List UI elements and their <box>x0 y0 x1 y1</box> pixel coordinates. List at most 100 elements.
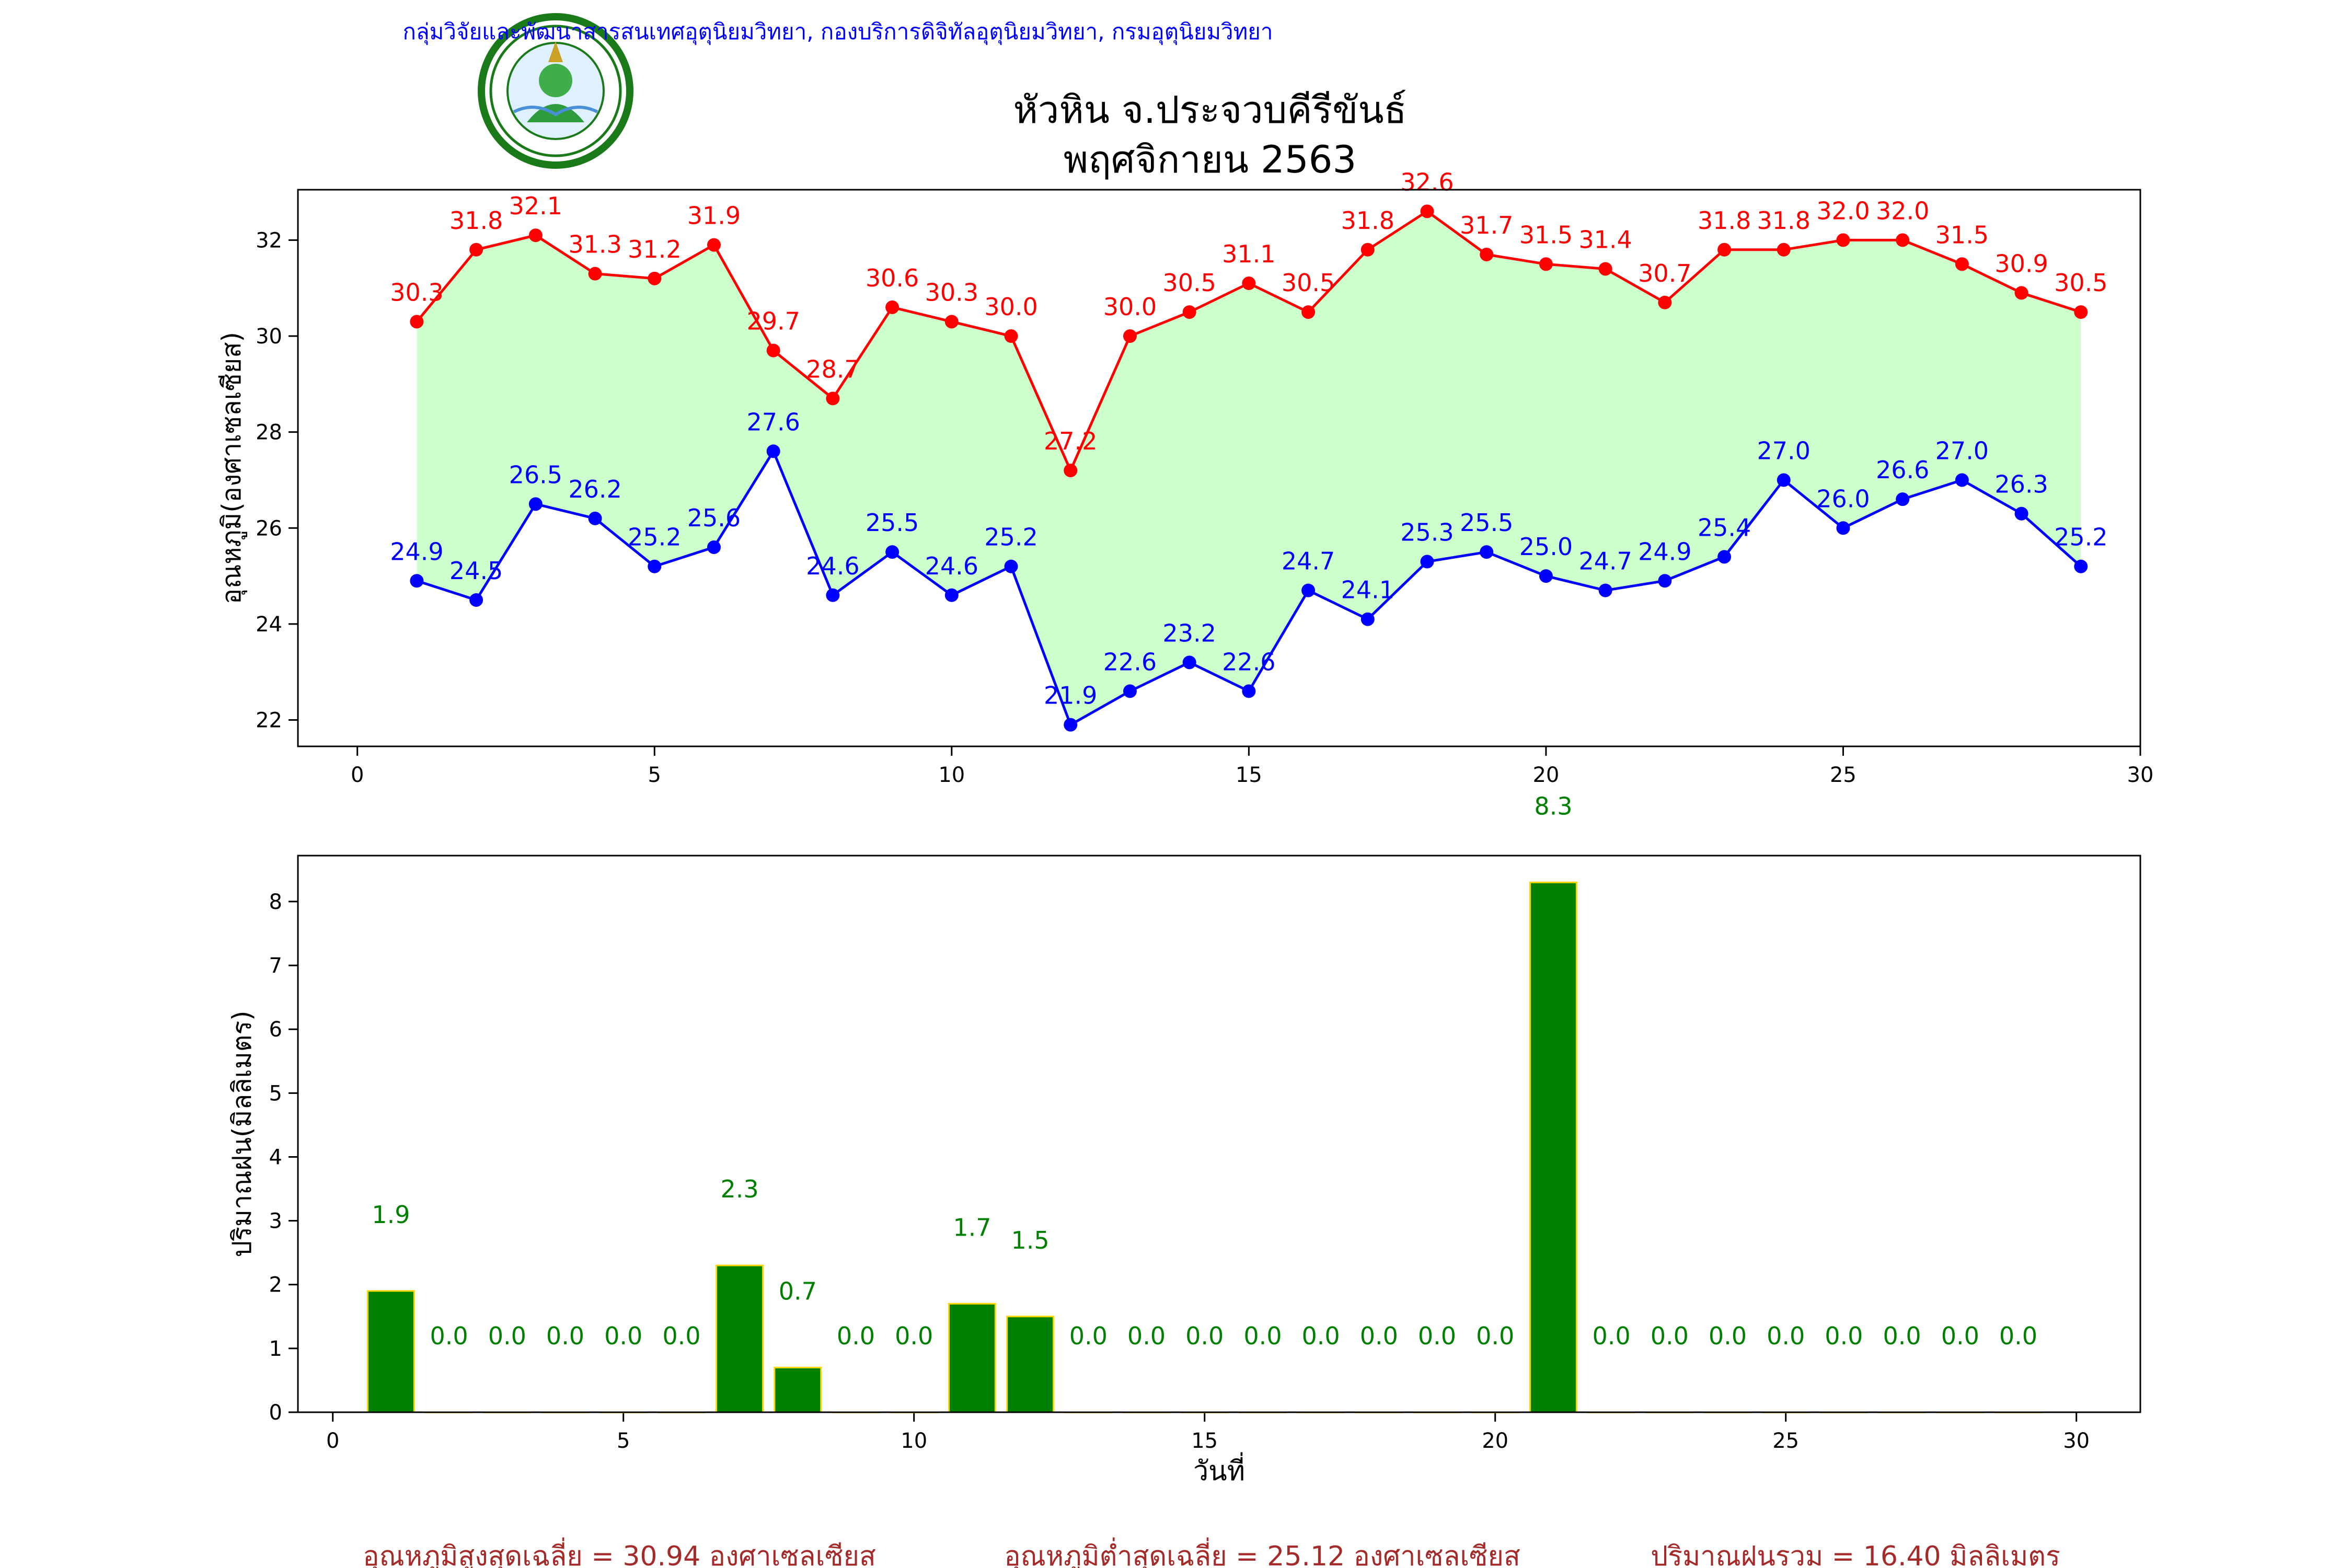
min-temperature-point <box>1539 569 1553 583</box>
min-temperature-point <box>2074 559 2088 573</box>
temperature-x-tick-label: 5 <box>648 763 661 787</box>
min-temperature-point <box>1064 718 1078 732</box>
max-temperature-label: 32.0 <box>1876 197 1929 225</box>
min-temperature-point <box>528 497 543 511</box>
min-temperature-label: 26.0 <box>1816 485 1870 513</box>
max-temperature-label: 31.3 <box>568 230 621 259</box>
min-temperature-label: 25.4 <box>1698 513 1751 541</box>
min-temperature-point <box>707 540 721 554</box>
max-temperature-point <box>1242 276 1256 291</box>
min-temperature-label: 26.2 <box>568 475 621 503</box>
min-temperature-point <box>1777 473 1791 487</box>
rainfall-label: 0.0 <box>1418 1322 1456 1350</box>
max-temperature-label: 27.2 <box>1044 427 1097 455</box>
min-temperature-label: 25.2 <box>2054 523 2107 551</box>
min-temperature-label: 26.5 <box>509 460 562 489</box>
rainfall-y-tick-label: 2 <box>269 1273 282 1297</box>
temperature-y-tick-label: 32 <box>256 228 282 252</box>
min-temperature-label: 22.6 <box>1103 648 1157 676</box>
max-temperature-point <box>648 271 662 285</box>
min-temperature-label: 25.2 <box>984 523 1037 551</box>
rainfall-label: 8.3 <box>1534 792 1572 820</box>
rainfall-label: 0.0 <box>430 1322 468 1350</box>
min-temperature-point <box>588 511 602 525</box>
rainfall-x-tick-label: 15 <box>1191 1429 1218 1453</box>
max-temperature-point <box>1301 305 1316 319</box>
min-temperature-point <box>648 559 662 573</box>
rainfall-label: 0.0 <box>1302 1322 1340 1350</box>
max-temperature-point <box>2074 305 2088 319</box>
rainfall-bar <box>948 1302 996 1413</box>
temperature-y-tick-label: 24 <box>256 613 282 637</box>
max-temperature-label: 31.1 <box>1222 240 1275 268</box>
temperature-chart: 0 5 10 15 20 25 3022242628303230.331.832.131.3… <box>216 168 2153 787</box>
temperature-y-tick-label: 26 <box>256 516 282 540</box>
max-temperature-label: 31.2 <box>628 235 681 263</box>
max-temperature-point <box>766 343 780 358</box>
rainfall-label: 0.0 <box>546 1322 584 1350</box>
rainfall-chart: 0 5 10 15 20 25 30 0 1 2 3 4 5 6 7 8 1.9 0.0 0.0 0.0 0.0 0.0 2… <box>227 792 2141 1487</box>
max-temperature-point <box>1717 243 1732 257</box>
max-temperature-point <box>1361 243 1375 257</box>
min-temperature-label: 22.6 <box>1222 648 1275 676</box>
min-temperature-point <box>1242 684 1256 698</box>
rainfall-x-tick-label: 5 <box>617 1429 630 1453</box>
rainfall-label: 1.5 <box>1011 1226 1050 1254</box>
min-temperature-point <box>1836 521 1850 535</box>
min-temperature-label: 26.3 <box>1994 470 2048 499</box>
rainfall-label: 0.0 <box>604 1322 642 1350</box>
rainfall-bar <box>716 1264 764 1413</box>
rainfall-label: 0.0 <box>1651 1322 1689 1350</box>
min-temperature-point <box>1361 612 1375 626</box>
max-temperature-point <box>1955 257 1969 271</box>
min-temperature-point <box>1182 655 1196 670</box>
temperature-x-tick-label: 0 <box>351 763 364 787</box>
max-temperature-label: 30.5 <box>1162 269 1216 297</box>
min-temperature-label: 27.6 <box>746 408 800 436</box>
total-rainfall: ปริมาณฝนรวม = 16.40 มิลลิเมตร <box>1651 1541 2060 1568</box>
min-temperature-label: 24.9 <box>1638 537 1691 566</box>
max-temperature-label: 30.3 <box>925 278 978 306</box>
rainfall-label: 0.7 <box>779 1277 817 1306</box>
max-temperature-point <box>528 228 543 243</box>
max-temperature-point <box>2014 286 2028 300</box>
min-temperature-label: 24.9 <box>390 537 443 566</box>
rainfall-label: 0.0 <box>1185 1322 1224 1350</box>
max-temperature-point <box>1004 329 1018 343</box>
min-temperature-point <box>1480 545 1494 559</box>
max-temperature-point <box>1896 233 1910 247</box>
temperature-range-band <box>417 211 2081 725</box>
max-temperature-label: 32.0 <box>1816 197 1870 225</box>
rainfall-label: 0.0 <box>1767 1322 1805 1350</box>
min-temperature-label: 25.5 <box>1460 509 1513 537</box>
min-temperature-label: 25.5 <box>866 509 919 537</box>
max-temperature-label: 31.5 <box>1519 221 1573 249</box>
min-temperature-point <box>766 444 780 458</box>
rainfall-label: 0.0 <box>1360 1322 1398 1350</box>
rainfall-label: 0.0 <box>1593 1322 1631 1350</box>
temperature-x-tick-label: 20 <box>1532 763 1559 787</box>
min-temperature-label: 24.6 <box>925 552 978 580</box>
rainfall-y-tick-label: 7 <box>269 954 282 978</box>
agency-caption: กลุ่มวิจัยและพัฒนาสารสนเทศอุตุนิยมวิทยา,… <box>402 19 1273 45</box>
station-title: หัวหิน จ.ประจวบคีรีขันธ์ <box>1013 88 1406 132</box>
max-temperature-point <box>944 315 959 329</box>
min-temperature-point <box>469 593 483 607</box>
min-temperature-point <box>1004 559 1018 573</box>
rainfall-x-tick-label: 30 <box>2063 1429 2090 1453</box>
max-temperature-label: 31.8 <box>1341 206 1394 235</box>
max-temperature-point <box>1836 233 1850 247</box>
rainfall-x-tick-label: 20 <box>1482 1429 1508 1453</box>
max-temperature-point <box>588 267 602 281</box>
min-temperature-point <box>2014 506 2028 521</box>
min-temperature-point <box>1598 583 1612 597</box>
max-temperature-point <box>469 243 483 257</box>
rainfall-label: 0.0 <box>662 1322 700 1350</box>
rainfall-bar <box>774 1367 822 1413</box>
min-temperature-label: 24.5 <box>449 557 503 585</box>
max-temperature-label: 32.1 <box>509 192 562 220</box>
min-temperature-label: 24.6 <box>806 552 859 580</box>
min-temperature-label: 27.0 <box>1757 436 1811 465</box>
min-temperature-label: 24.7 <box>1578 547 1632 575</box>
rainfall-label: 0.0 <box>1243 1322 1282 1350</box>
